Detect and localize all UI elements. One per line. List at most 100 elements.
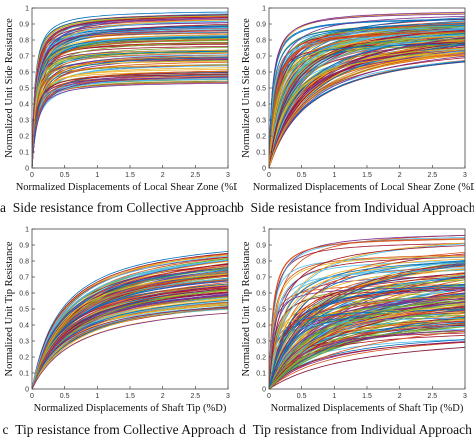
y-axis-label: Normalized Unit Tip Resistance (4, 241, 15, 376)
x-axis-label: Normalized Displacements of Local Shear … (253, 182, 474, 193)
y-tick-label: 0.4 (256, 102, 266, 109)
series-line (32, 57, 228, 168)
y-tick-label: 0.3 (19, 118, 29, 125)
series-line (269, 312, 465, 389)
y-tick-label: 0.6 (19, 291, 29, 298)
series-line (269, 35, 465, 168)
curves-group (269, 11, 465, 168)
caption-a: a Side resistance from Collective Approa… (0, 200, 238, 216)
y-tick-label: 1 (262, 227, 266, 234)
x-axis-label: Normalized Displacements of Local Shear … (16, 182, 237, 193)
y-tick-label: 0.6 (19, 70, 29, 77)
caption-b: b Side resistance from Individual Approa… (237, 200, 474, 216)
y-tick-label: 0.7 (19, 275, 29, 282)
x-tick-label: 2.5 (427, 393, 437, 400)
y-tick-label: 0 (25, 387, 29, 394)
y-tick-label: 0.9 (256, 243, 266, 250)
panel-letter-c: c (2, 422, 9, 437)
x-axis-label: Normalized Displacements of Shaft Tip (%… (34, 403, 227, 414)
series-line (32, 312, 228, 389)
y-tick-label: 0 (262, 166, 266, 173)
x-tick-label: 3 (463, 172, 467, 179)
series-line (269, 51, 465, 168)
x-tick-label: 1.5 (362, 393, 372, 400)
x-tick-label: 1.5 (362, 172, 372, 179)
x-tick-label: 2 (161, 172, 165, 179)
y-tick-label: 0.2 (19, 134, 29, 141)
y-tick-label: 1 (262, 6, 266, 13)
caption-text-d: Tip resistance from Individual Approach (252, 422, 472, 437)
y-tick-label: 0.4 (256, 323, 266, 330)
series-line (32, 52, 228, 168)
series-line (32, 76, 228, 168)
x-tick-label: 1.5 (125, 172, 135, 179)
y-tick-label: 0.1 (256, 371, 266, 378)
series-line (269, 13, 465, 168)
caption-c: c Tip resistance from Collective Approac… (0, 422, 237, 438)
y-tick-label: 0.6 (256, 70, 266, 77)
series-line (269, 30, 465, 168)
x-tick-label: 1 (332, 172, 336, 179)
series-line (269, 295, 465, 389)
y-tick-label: 0.4 (19, 102, 29, 109)
y-tick-label: 0.2 (256, 355, 266, 362)
series-line (32, 49, 228, 168)
x-tick-label: 3 (226, 393, 230, 400)
x-tick-label: 0.5 (60, 393, 70, 400)
series-line (269, 243, 465, 389)
series-line (269, 262, 465, 389)
x-tick-label: 1 (332, 393, 336, 400)
series-line (32, 15, 228, 168)
series-line (32, 279, 228, 389)
series-line (269, 51, 465, 168)
x-tick-label: 2 (398, 393, 402, 400)
x-tick-label: 2.5 (190, 172, 200, 179)
y-tick-label: 0.1 (256, 150, 266, 157)
series-line (269, 19, 465, 168)
x-tick-label: 2 (398, 172, 402, 179)
x-tick-label: 0.5 (60, 172, 70, 179)
y-tick-label: 0.8 (256, 38, 266, 45)
caption-d: d Tip resistance from Individual Approac… (237, 422, 474, 438)
series-line (32, 285, 228, 389)
series-line (269, 256, 465, 389)
series-line (269, 329, 465, 389)
x-tick-label: 0.5 (297, 393, 307, 400)
series-line (269, 254, 465, 389)
curves-group (269, 234, 465, 389)
panel-b: 0 0.5 1 1.5 2 2.5 3 0 0.1 0.2 0.3 0.4 0.5 0.6 0.7 0.8 0.… (237, 0, 474, 221)
series-line (269, 26, 465, 168)
curves-group (32, 11, 228, 168)
series-line (269, 311, 465, 389)
caption-text-b: Side resistance from Individual Approach (250, 200, 474, 215)
x-tick-label: 0.5 (297, 172, 307, 179)
y-tick-label: 1 (25, 6, 29, 13)
panel-letter-b: b (237, 200, 244, 215)
series-line (32, 35, 228, 168)
y-axis-label: Normalized Unit Tip Resistance (241, 241, 252, 376)
series-line (32, 17, 228, 168)
y-tick-label: 0 (262, 387, 266, 394)
y-tick-label: 0.7 (256, 275, 266, 282)
series-line (269, 264, 465, 389)
y-tick-label: 0.3 (256, 339, 266, 346)
y-tick-label: 0.9 (19, 22, 29, 29)
series-line (32, 27, 228, 168)
chart-d: 0 0.5 1 1.5 2 2.5 3 0 0.1 0.2 0.3 0.4 0.5 0.6 0.7 0.8 0.… (241, 227, 467, 415)
y-tick-label: 0.8 (19, 259, 29, 266)
y-tick-label: 0.7 (19, 54, 29, 61)
x-tick-label: 2.5 (427, 172, 437, 179)
y-tick-label: 0.9 (19, 243, 29, 250)
y-tick-label: 0.5 (19, 307, 29, 314)
y-tick-label: 0.2 (19, 355, 29, 362)
series-line (269, 284, 465, 389)
series-line (32, 268, 228, 389)
series-line (32, 259, 228, 389)
series-line (269, 238, 465, 389)
panel-d: 0 0.5 1 1.5 2 2.5 3 0 0.1 0.2 0.3 0.4 0.5 0.6 0.7 0.8 0.… (237, 221, 474, 442)
chart-b: 0 0.5 1 1.5 2 2.5 3 0 0.1 0.2 0.3 0.4 0.5 0.6 0.7 0.8 0.… (241, 6, 474, 194)
y-tick-label: 0.5 (256, 86, 266, 93)
series-line (269, 262, 465, 389)
series-line (32, 252, 228, 389)
x-tick-label: 0 (267, 172, 271, 179)
